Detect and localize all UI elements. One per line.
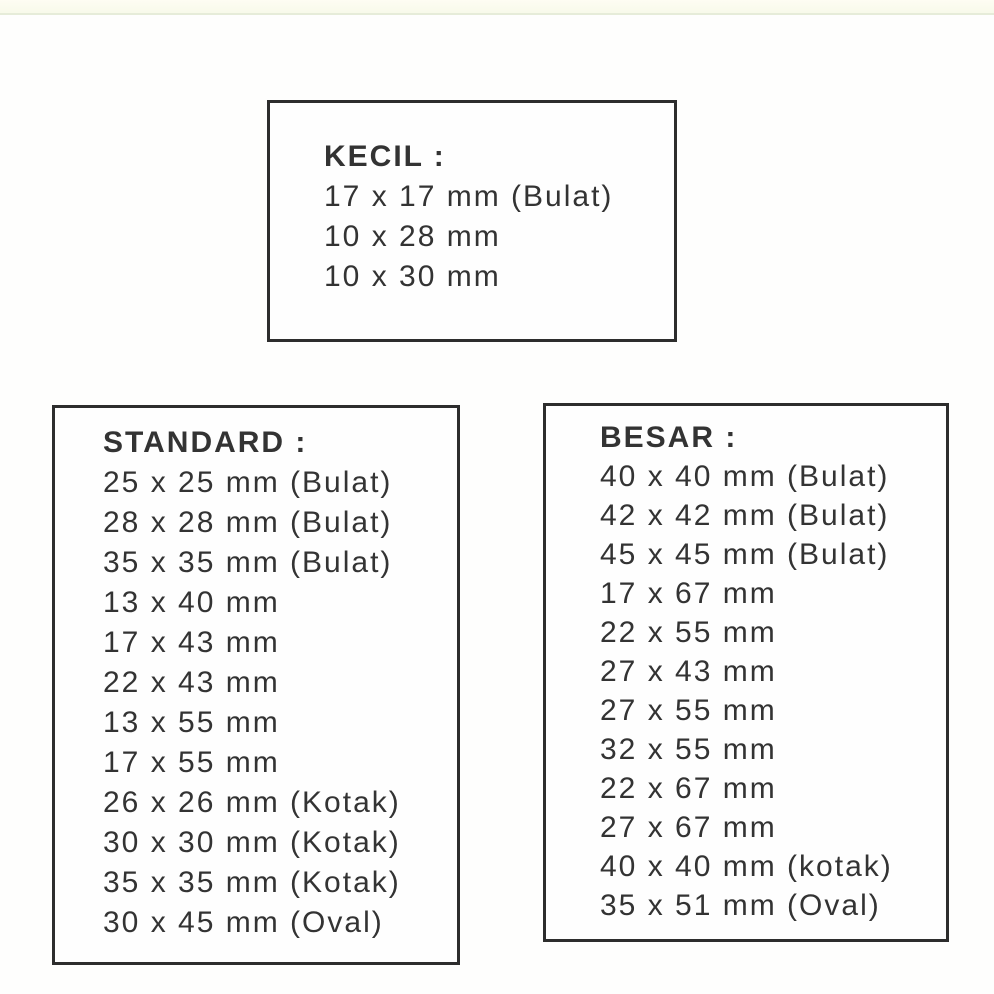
size-item: 22 x 67 mm <box>600 772 777 805</box>
size-item: 25 x 25 mm (Bulat) <box>103 466 393 499</box>
group-title-standard: STANDARD : <box>103 426 308 459</box>
size-group-box-standard: STANDARD : 25 x 25 mm (Bulat) 28 x 28 mm … <box>52 405 460 965</box>
size-item: 27 x 43 mm <box>600 655 777 688</box>
size-list-besar: 40 x 40 mm (Bulat) 42 x 42 mm (Bulat) 45 x… <box>600 457 938 925</box>
size-item: 30 x 45 mm (Oval) <box>103 906 384 939</box>
size-item: 13 x 40 mm <box>103 586 280 619</box>
size-list-standard: 25 x 25 mm (Bulat) 28 x 28 mm (Bulat) 35 x… <box>103 463 449 943</box>
group-title-kecil: KECIL : <box>324 140 446 173</box>
size-item: 17 x 43 mm <box>103 626 280 659</box>
size-item: 17 x 55 mm <box>103 746 280 779</box>
size-item: 27 x 67 mm <box>600 811 777 844</box>
group-title-besar: BESAR : <box>600 421 738 454</box>
size-group-box-kecil: KECIL : 17 x 17 mm (Bulat) 10 x 28 mm 10 x… <box>267 100 677 342</box>
size-item: 10 x 28 mm <box>324 220 501 253</box>
size-item: 35 x 51 mm (Oval) <box>600 889 881 922</box>
size-item: 40 x 40 mm (kotak) <box>600 850 893 883</box>
size-item: 10 x 30 mm <box>324 260 501 293</box>
size-item: 40 x 40 mm (Bulat) <box>600 460 890 493</box>
size-item: 27 x 55 mm <box>600 694 777 727</box>
size-item: 32 x 55 mm <box>600 733 777 766</box>
size-item: 35 x 35 mm (Kotak) <box>103 866 401 899</box>
size-group-box-besar: BESAR : 40 x 40 mm (Bulat) 42 x 42 mm (Bu… <box>543 403 949 942</box>
size-item: 30 x 30 mm (Kotak) <box>103 826 401 859</box>
size-item: 17 x 17 mm (Bulat) <box>324 180 614 213</box>
top-accent-strip <box>0 0 994 15</box>
size-item: 22 x 43 mm <box>103 666 280 699</box>
size-item: 13 x 55 mm <box>103 706 280 739</box>
size-item: 28 x 28 mm (Bulat) <box>103 506 393 539</box>
size-item: 45 x 45 mm (Bulat) <box>600 538 890 571</box>
size-item: 26 x 26 mm (Kotak) <box>103 786 401 819</box>
size-item: 17 x 67 mm <box>600 577 777 610</box>
size-item: 22 x 55 mm <box>600 616 777 649</box>
size-list-kecil: 17 x 17 mm (Bulat) 10 x 28 mm 10 x 30 mm <box>324 177 666 297</box>
size-item: 42 x 42 mm (Bulat) <box>600 499 890 532</box>
size-item: 35 x 35 mm (Bulat) <box>103 546 393 579</box>
